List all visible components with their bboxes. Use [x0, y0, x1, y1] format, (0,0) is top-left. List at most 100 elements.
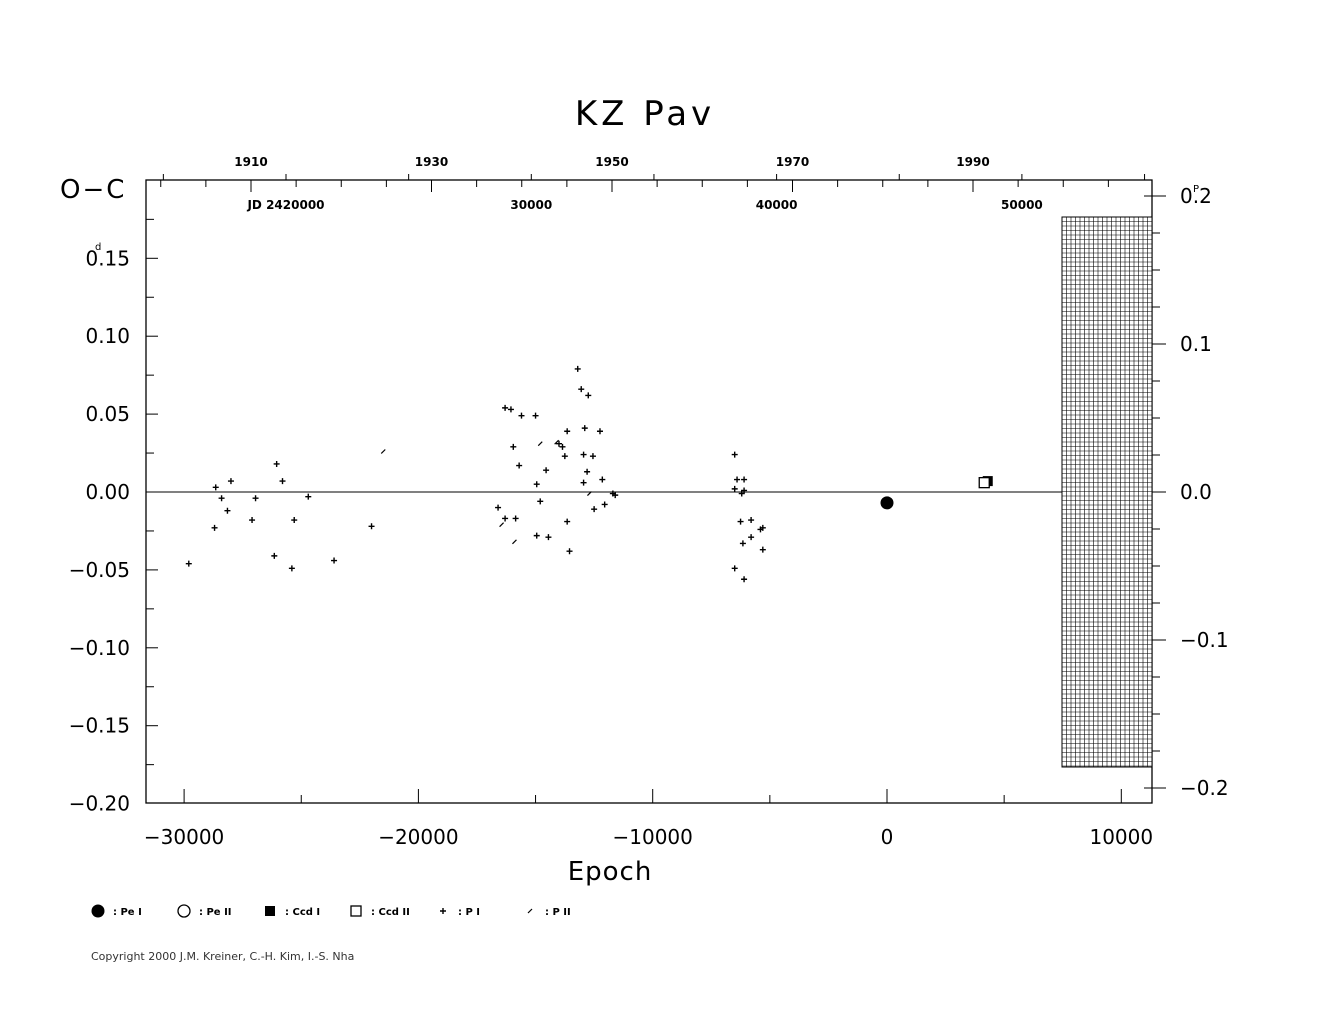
data-point-plus — [559, 443, 566, 450]
legend-label: : Ccd II — [371, 907, 410, 918]
data-point-plus — [502, 404, 509, 411]
data-point-x-small — [554, 439, 560, 445]
data-point-plus — [185, 560, 192, 567]
data-point-plus — [564, 518, 571, 525]
data-point-plus — [331, 557, 338, 564]
right-tick-label: −0.1 — [1180, 628, 1229, 652]
data-point-plus — [584, 468, 591, 475]
jd-tick-label: JD 2420000 — [246, 198, 324, 212]
data-point-x-small — [537, 441, 543, 447]
legend-marker-filled-circle — [91, 904, 105, 918]
data-point-plus — [739, 540, 746, 547]
copyright-text: Copyright 2000 J.M. Kreiner, C.-H. Kim, … — [91, 950, 354, 963]
jd-tick-label: 30000 — [510, 198, 552, 212]
data-point-plus — [748, 534, 755, 541]
right-tick-label: 0.2 — [1180, 184, 1212, 208]
legend-label: : Pe I — [113, 907, 142, 918]
data-point-plus — [288, 565, 295, 572]
jd-tick-label: 50000 — [1001, 198, 1043, 212]
data-point-plus — [532, 412, 539, 419]
hatched-region — [1061, 216, 1153, 768]
y-tick-label: −0.10 — [69, 636, 130, 660]
x-axis-label: Epoch — [568, 857, 653, 887]
data-point-plus — [585, 392, 592, 399]
legend-label: : Pe II — [199, 907, 232, 918]
legend-label: : P I — [458, 907, 480, 918]
data-point-plus — [741, 476, 748, 483]
data-point-plus — [601, 501, 608, 508]
legend-marker-open-circle — [177, 904, 191, 918]
data-point-x-small — [380, 449, 386, 454]
x-tick-label: −20000 — [378, 825, 458, 849]
data-point-plus — [737, 518, 744, 525]
data-point-plus — [759, 524, 766, 531]
data-point-plus — [224, 507, 231, 514]
data-point-plus — [249, 517, 256, 524]
data-point-plus — [502, 515, 509, 522]
data-point-plus — [731, 565, 738, 572]
year-tick-label: 1970 — [776, 155, 809, 169]
data-point-plus — [507, 406, 514, 413]
data-point-x-small — [587, 491, 592, 496]
year-tick-label: 1990 — [956, 155, 989, 169]
axes-group: −0.20−0.15−0.10−0.050.000.050.100.15−0.2… — [69, 155, 1229, 849]
data-point-plus — [305, 493, 312, 500]
legend-marker-plus — [440, 908, 446, 914]
data-point-x-small — [499, 522, 505, 528]
data-point-plus — [218, 495, 225, 502]
data-point-plus — [252, 495, 259, 502]
jd-tick-label: 40000 — [756, 198, 798, 212]
data-point-plus — [589, 453, 596, 460]
data-point-plus — [537, 498, 544, 505]
data-point-plus — [591, 506, 598, 513]
y-tick-label: 0.00 — [85, 480, 130, 504]
y-tick-label: −0.20 — [69, 792, 130, 816]
year-tick-label: 1930 — [415, 155, 448, 169]
data-point-plus — [518, 412, 525, 419]
data-point-plus — [580, 479, 587, 486]
data-point-plus — [273, 460, 280, 467]
data-point-plus — [596, 428, 603, 435]
data-point-plus — [212, 484, 219, 491]
data-point-plus — [566, 548, 573, 555]
data-point-plus — [748, 517, 755, 524]
legend: : Pe I : Pe II : Ccd I : Ccd II : P I : P II — [91, 904, 571, 918]
year-tick-label: 1950 — [595, 155, 628, 169]
x-tick-label: −30000 — [144, 825, 224, 849]
legend-label: : Ccd I — [285, 907, 320, 918]
legend-marker-x-small — [527, 908, 533, 914]
legend-label: : P II — [545, 907, 571, 918]
right-tick-label: 0.1 — [1180, 332, 1212, 356]
data-point-plus — [512, 515, 519, 522]
x-tick-label: −10000 — [613, 825, 693, 849]
y-tick-label: 0.10 — [85, 324, 130, 348]
data-point-plus — [368, 523, 375, 530]
data-point-filled-circle — [880, 496, 894, 510]
data-point-plus — [581, 425, 588, 432]
data-point-plus — [578, 386, 585, 393]
data-point-plus — [574, 365, 581, 372]
y-tick-label: 0.15 — [85, 246, 130, 270]
data-point-plus — [543, 467, 550, 474]
year-tick-label: 1910 — [234, 155, 267, 169]
data-point-plus — [271, 552, 278, 559]
data-point-plus — [495, 504, 502, 511]
y-tick-label: 0.05 — [85, 402, 130, 426]
data-point-open-square — [978, 477, 990, 489]
chart-title: KZ Pav — [575, 94, 715, 134]
data-point-plus — [741, 576, 748, 583]
data-point-plus — [211, 524, 218, 531]
data-point-plus — [516, 462, 523, 469]
data-point-plus — [561, 453, 568, 460]
data-point-plus — [510, 443, 517, 450]
y-axis-unit: d — [95, 242, 101, 253]
right-tick-label: 0.0 — [1180, 480, 1212, 504]
data-point-plus — [599, 476, 606, 483]
right-axis-unit: P — [1193, 184, 1199, 195]
y-tick-label: −0.15 — [69, 714, 130, 738]
x-tick-label: 0 — [881, 825, 894, 849]
data-point-plus — [734, 476, 741, 483]
data-point-plus — [291, 517, 298, 524]
data-point-plus — [227, 478, 234, 485]
